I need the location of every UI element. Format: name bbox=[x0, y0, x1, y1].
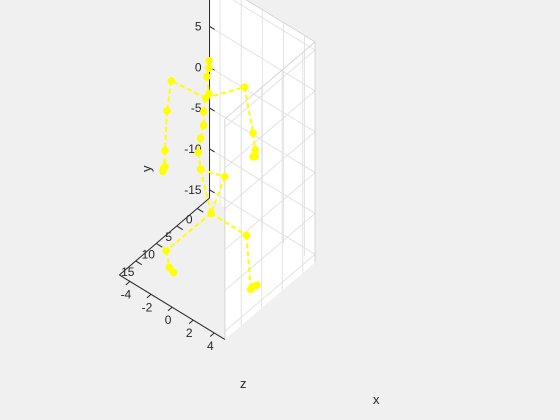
z-tick bbox=[177, 226, 183, 230]
x-tick bbox=[168, 307, 172, 311]
z-tick bbox=[197, 208, 203, 212]
skeleton-joint bbox=[253, 281, 261, 289]
z-axis-label: z bbox=[240, 376, 247, 391]
skeleton-bone bbox=[165, 111, 167, 151]
z-tick-label: 10 bbox=[142, 247, 156, 261]
skeleton-joint bbox=[205, 57, 213, 65]
skeleton-bone bbox=[171, 81, 206, 98]
x-tick bbox=[126, 281, 130, 285]
skeleton-joint bbox=[243, 232, 251, 240]
skeleton-joint bbox=[249, 153, 257, 161]
skeleton-joint bbox=[251, 146, 259, 154]
x-tick bbox=[189, 320, 193, 324]
skeleton-joint bbox=[161, 147, 169, 155]
skeleton-joint bbox=[197, 134, 205, 142]
z-tick-label: 0 bbox=[186, 212, 193, 226]
axes-lines bbox=[119, 0, 225, 339]
x-tick-label: 2 bbox=[186, 326, 193, 340]
skeleton-joint bbox=[202, 94, 210, 102]
x-tick-label: -4 bbox=[121, 287, 132, 301]
skeleton-joint bbox=[163, 107, 171, 115]
skeleton-joint bbox=[249, 129, 257, 137]
x-tick-label: 4 bbox=[207, 339, 214, 353]
skeleton-joint bbox=[161, 163, 169, 171]
z-tick bbox=[156, 243, 162, 247]
y-tick-label: -15 bbox=[184, 183, 202, 197]
skeleton-joint bbox=[205, 64, 213, 72]
z-tick bbox=[136, 261, 142, 265]
skeleton-joint bbox=[200, 108, 208, 116]
x-tick bbox=[210, 333, 214, 337]
skeleton-joint bbox=[162, 247, 170, 255]
skeleton-joint bbox=[195, 149, 203, 157]
x-tick-label: 0 bbox=[165, 313, 172, 327]
y-tick-label: 0 bbox=[195, 60, 202, 74]
y-tick-label: 5 bbox=[195, 19, 202, 33]
skeleton-joint bbox=[170, 269, 178, 277]
z-tick-label: 5 bbox=[165, 230, 172, 244]
skeleton-joint bbox=[168, 77, 176, 85]
skeleton-joint bbox=[207, 210, 215, 218]
z-tick-label: 15 bbox=[121, 265, 135, 279]
y-axis-label: y bbox=[139, 165, 154, 172]
skeleton-joint bbox=[197, 166, 205, 174]
x-tick-label: -2 bbox=[142, 300, 153, 314]
skeleton-bone bbox=[167, 81, 171, 111]
skeleton-joint bbox=[203, 73, 211, 81]
x-axis-label: x bbox=[373, 392, 380, 407]
skeleton-joint bbox=[200, 122, 208, 130]
x-tick bbox=[147, 294, 151, 298]
skeleton-joint bbox=[241, 83, 249, 91]
skeleton-joint bbox=[221, 173, 229, 181]
